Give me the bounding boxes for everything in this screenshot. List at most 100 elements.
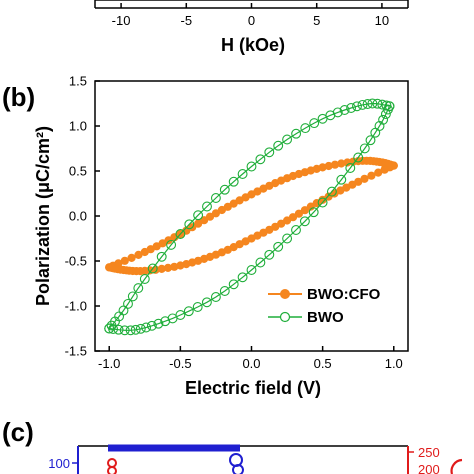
data-point [309,118,320,129]
panel-c-blue-marker-b [232,464,244,474]
data-point [200,216,209,225]
legend-marker-bwo-cfo [280,289,290,299]
data-point [246,265,257,275]
panel-b-x-tick-label: 0.0 [242,356,260,371]
panel-a-x-ticks: -10 -5 0 5 10 [112,3,389,28]
data-point [362,99,373,109]
data-point [118,305,129,316]
panel-b-y-tick-label: -1.5 [65,344,87,359]
data-point [105,263,114,272]
data-point [228,279,239,290]
data-point [205,212,215,221]
data-point [113,324,124,335]
series-bwo [104,98,395,336]
data-point [183,306,194,317]
panel-a-x-tick-label: -10 [112,13,131,28]
panel-b-y-tick-label: 0.0 [69,209,87,224]
data-point [119,325,130,336]
panel-c-right-tick-label-200: 200 [418,462,440,474]
panel-a-x-label: H (kOe) [221,35,285,55]
data-point [153,318,164,329]
panel-b-label: (b) [2,82,35,112]
data-point [210,193,221,203]
data-point [139,274,150,284]
data-point [380,109,391,120]
data-point [202,201,212,212]
panel-c: (c) 100 250 200 [2,417,463,474]
data-point [104,323,115,334]
panel-b-x-label: Electric field (V) [185,378,321,398]
data-point [130,324,141,335]
data-point [346,103,357,113]
panel-a: -10 -5 0 5 10 H (kOe) [94,0,409,55]
data-point [135,323,146,334]
panel-a-x-tick-label: -5 [181,13,193,28]
data-point [308,207,319,218]
panel-b-series-group [104,98,398,336]
data-point [228,176,239,187]
panel-b-x-tick-label: 0.5 [314,356,332,371]
panel-c-blue-marker-a [229,453,243,467]
data-point [264,147,275,158]
data-point [370,127,381,138]
data-point [273,241,284,252]
panel-b-y-label: Polarization (μC/cm²) [33,126,53,306]
data-point [332,107,343,118]
data-point [365,135,376,146]
data-point [294,209,303,218]
data-point [255,154,266,165]
data-point [166,239,177,250]
data-point [374,168,383,177]
panel-c-red-series [107,458,117,474]
series-bwo-cfo [105,156,398,276]
data-point [300,123,311,134]
data-point [123,298,133,309]
data-point [291,128,302,139]
data-point [367,171,376,180]
legend-marker-bwo [279,311,291,323]
data-point [147,263,158,274]
data-point [300,206,309,215]
data-point [359,143,370,154]
panel-b-x-ticks: -1.0 -0.5 0.0 0.5 1.0 [98,346,403,371]
panel-b-plot-frame [94,80,409,352]
data-point [246,161,257,172]
panel-c-right-axis-label-fragment [450,458,463,474]
data-point [184,219,195,230]
data-point [367,98,378,109]
data-point [383,104,393,115]
panel-a-x-tick-label: 5 [313,13,320,28]
data-point [345,163,356,173]
data-point [255,257,266,268]
series-line-lower-branch [109,105,391,331]
data-point [127,291,138,302]
legend-label-bwo: BWO [307,309,344,326]
panel-b-legend: BWO:CFO BWO [268,286,381,326]
data-point [175,229,186,239]
panel-b-y-tick-label: 1.5 [69,74,87,89]
data-point [120,256,129,265]
data-point [127,253,136,262]
data-point [352,101,362,112]
data-point [237,169,248,179]
data-point [282,233,293,244]
data-point [326,186,337,197]
panel-a-x-tick-label: 0 [248,13,255,28]
panel-c-left-tick-label: 100 [48,456,70,471]
panel-b: (b) 1.5 1.0 0.5 0.0 -0.5 -1.0 -1.5 -1.0 -0.5 0.0… [2,74,409,398]
data-point [237,272,248,283]
data-point [146,320,157,331]
data-point [317,197,328,208]
data-point [264,249,275,260]
panel-b-y-tick-label: 0.5 [69,164,87,179]
panel-c-red-marker-a [107,458,117,468]
panel-b-x-tick-label: -1.0 [98,356,120,371]
legend-label-bwo-cfo: BWO:CFO [307,286,381,303]
panel-c-right-tick-label-250: 250 [418,445,440,460]
data-point [273,140,284,151]
panel-b-y-tick-label: 1.0 [69,119,87,134]
data-point [339,105,350,115]
panel-a-x-tick-label: 10 [375,13,389,28]
panel-c-red-marker-b [107,466,117,474]
data-point [291,225,301,235]
